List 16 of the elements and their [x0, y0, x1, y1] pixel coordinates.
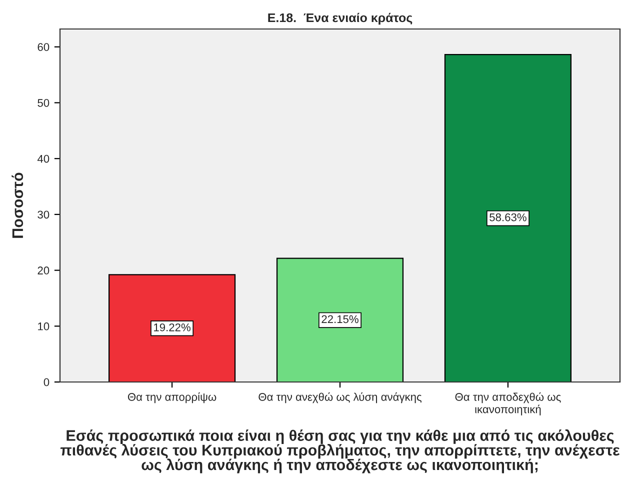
- x-tick-label: Θα την αποδεχθώ ως ικανοποιητική: [455, 392, 561, 416]
- y-axis-title: Ποσοστό: [12, 172, 24, 238]
- y-tick-label: 50: [38, 98, 50, 107]
- y-tick-label: 60: [38, 43, 50, 52]
- y-tick-label: 30: [38, 210, 50, 219]
- y-tick-label: 40: [37, 154, 50, 163]
- data-label: 22.15%: [322, 315, 358, 324]
- y-tick-label: 20: [38, 266, 50, 274]
- x-tick-label: Θα την ανεχθώ ως λύση ανάγκης: [258, 392, 422, 404]
- x-axis-title: Εσάς προσωπικά ποια είναι η θέση σας για την κάθε μια από τις ακόλουθες πιθανές λύσεις του Κυπριακού προβλήματος, την απορρίπτετε, την ανέχεστε ως λύση ανάγκης ή την αποδέχεστε ως ικανοποιητική;: [60, 429, 620, 474]
- chart-title: E.18. Ένα ενιαίο κράτος: [268, 12, 412, 25]
- data-label: 58.63%: [490, 213, 526, 222]
- y-tick-label: 0: [44, 378, 50, 386]
- data-label: 19.22%: [154, 323, 190, 332]
- y-tick-label: 10: [38, 322, 50, 330]
- x-tick-label: Θα την απορρίψω: [128, 392, 216, 404]
